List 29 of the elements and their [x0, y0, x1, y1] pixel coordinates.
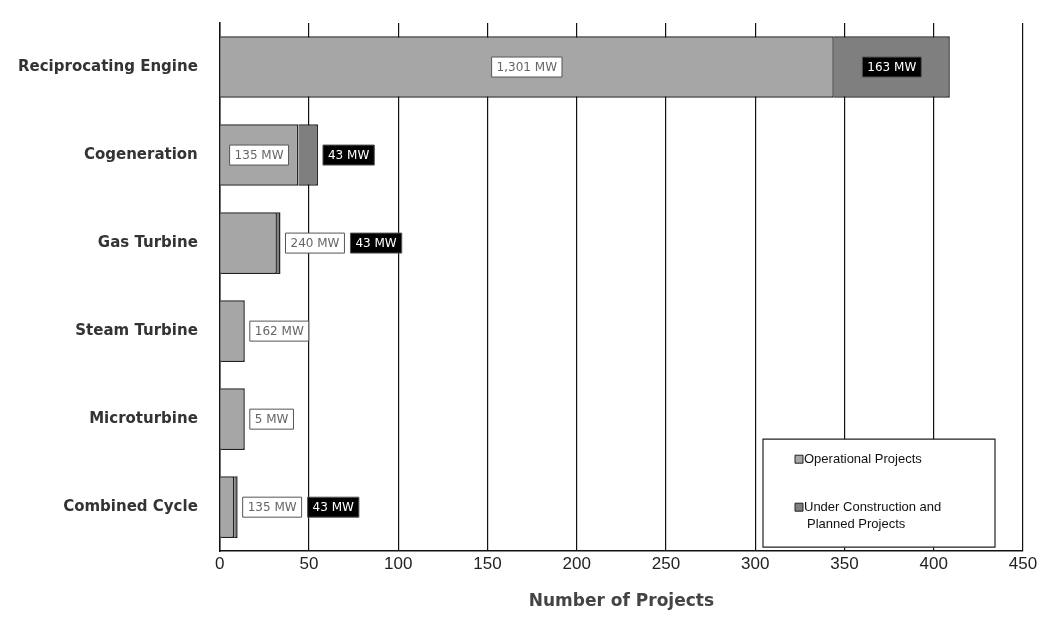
y-tick-label: Cogeneration — [83, 144, 198, 163]
x-tick-label: 450 — [1008, 554, 1038, 574]
annotation: 43 MW — [312, 500, 355, 515]
annotation: 163 MW — [867, 60, 917, 75]
x-tick-label: 50 — [299, 554, 319, 574]
y-tick-label: Reciprocating Engine — [17, 56, 198, 75]
x-tick-label: 200 — [562, 554, 591, 574]
legend-label: Operational Projects — [804, 450, 923, 466]
annotation: 43 MW — [327, 148, 370, 163]
legend-label: Under Construction and Planned Projects — [804, 498, 942, 531]
y-tick-label: Gas Turbine — [97, 232, 198, 251]
annotation: 162 MW — [254, 324, 304, 339]
x-tick-label: 250 — [651, 554, 681, 574]
annotation: 135 MW — [247, 500, 297, 515]
annotation: 135 MW — [234, 148, 284, 163]
x-tick-label: 150 — [473, 554, 502, 574]
annotation: 240 MW — [290, 236, 340, 251]
annotation: 43 MW — [355, 236, 397, 251]
x-tick-label: 100 — [384, 554, 413, 574]
x-tick-label: 0 — [215, 554, 225, 574]
x-axis-title: Number of Projects — [528, 590, 715, 611]
y-tick-label: Microturbine — [89, 409, 198, 428]
x-tick-label: 350 — [830, 554, 859, 574]
annotation: 1,301 MW — [496, 60, 558, 75]
y-tick-label: Combined Cycle — [63, 497, 198, 516]
x-tick-label: 300 — [741, 554, 770, 574]
y-tick-label: Steam Turbine — [75, 321, 198, 340]
x-tick-label: 400 — [919, 554, 948, 574]
annotation: 5 MW — [254, 412, 289, 427]
